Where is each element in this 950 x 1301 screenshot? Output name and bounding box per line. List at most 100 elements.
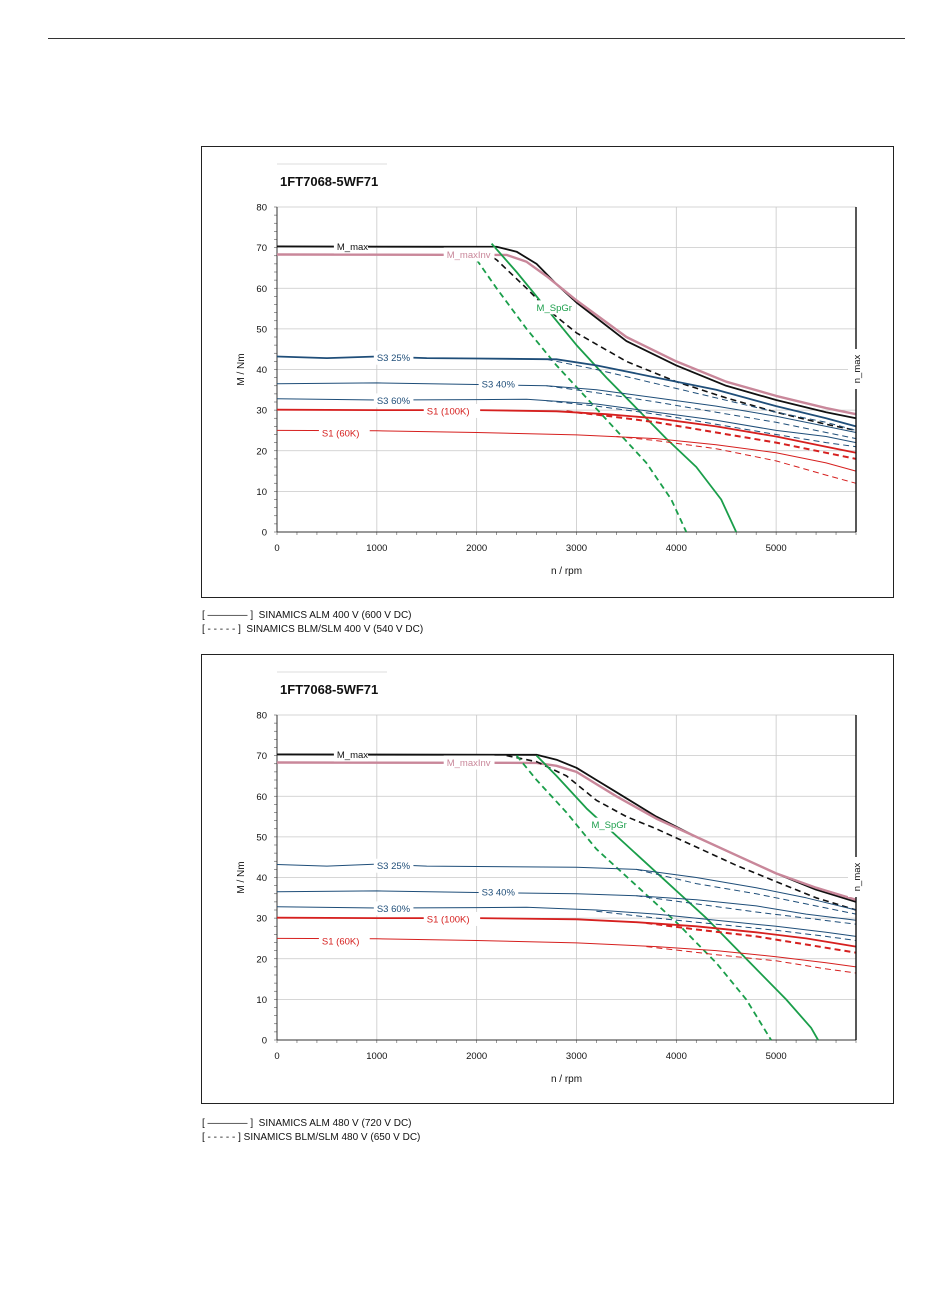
series-label-box xyxy=(423,403,481,418)
y-tick-label: 20 xyxy=(256,954,267,965)
y-tick-label: 80 xyxy=(256,711,267,722)
y-tick-label: 60 xyxy=(256,284,267,295)
x-tick-label: 3000 xyxy=(566,543,587,554)
series-label-text: S3 60% xyxy=(377,396,411,407)
series-label-s3-25: S3 25% xyxy=(373,350,414,365)
x-tick-label: 0 xyxy=(274,1051,279,1062)
torque-chart-1: 1FT7068-5WF71 0 10 20 30 40 50 60 70 80 0 1000 2000 3… xyxy=(201,146,894,598)
series-line-blue-dashed xyxy=(636,868,857,915)
series-label-box xyxy=(373,901,414,916)
legend-item-dashed: [ - - - - - ] SINAMICS BLM/SLM 400 V (54… xyxy=(202,624,424,635)
chart-1-legend: [ ———— ] SINAMICS ALM 400 V (600 V DC) [… xyxy=(202,609,423,637)
series-label-text: S1 (100K) xyxy=(427,914,470,925)
x-tick-label: 2000 xyxy=(466,543,487,554)
series-line-s3-40 xyxy=(276,382,857,433)
n-max-label: n_max xyxy=(848,857,864,897)
series-label-s3-25: S3 25% xyxy=(373,858,414,873)
series-label-text: S3 60% xyxy=(377,904,411,915)
series-line-red-dashed xyxy=(646,946,857,974)
series-line-blue-dashed xyxy=(596,910,857,941)
chart-2-legend: [ ———— ] SINAMICS ALM 480 V (720 V DC) [… xyxy=(202,1117,420,1145)
series-label-box xyxy=(318,425,370,440)
series-line-red-dashed xyxy=(566,410,857,460)
y-tick-label: 40 xyxy=(256,873,267,884)
series-line-s3-60 xyxy=(276,398,857,444)
n-max-label: n_max xyxy=(848,349,864,389)
legend-item-dashed: [ - - - - - ] SINAMICS BLM/SLM 480 V (65… xyxy=(202,1132,421,1143)
series-label-text: S3 40% xyxy=(482,888,516,899)
n-max-label-text: n_max xyxy=(852,354,863,383)
series-label-text: M_max xyxy=(337,242,368,253)
y-tick-label: 20 xyxy=(256,446,267,457)
series-label-box xyxy=(588,817,629,832)
series-label-m-max: M_max xyxy=(333,239,368,254)
series-line-blue-dashed xyxy=(636,895,857,925)
y-axis-label: M / Nm xyxy=(236,861,247,893)
series-line-green-dashed xyxy=(475,259,688,533)
series-label-box xyxy=(373,858,414,873)
series-label-s1-60k: S1 (60K) xyxy=(318,933,370,948)
chart-title: 1FT7068-5WF71 xyxy=(280,174,378,189)
n-max-label-text: n_max xyxy=(852,862,863,891)
series-label-box xyxy=(333,747,368,762)
series-line-green-dashed xyxy=(515,755,772,1041)
x-axis-label: n / rpm xyxy=(551,1074,582,1085)
legend-item-solid: [ ———— ] SINAMICS ALM 480 V (720 V DC) xyxy=(202,1118,412,1129)
y-tick-label: 50 xyxy=(256,324,267,335)
y-tick-label: 40 xyxy=(256,365,267,376)
series-label-box xyxy=(423,911,481,926)
y-tick-label: 30 xyxy=(256,406,267,417)
series-label-m-maxinv: M_maxInv xyxy=(443,247,495,262)
series-label-text: S3 25% xyxy=(377,861,411,872)
series-line-m-maxinv xyxy=(276,253,857,416)
x-axis-label: n / rpm xyxy=(551,566,582,577)
series-line-s3-60 xyxy=(276,906,857,937)
y-tick-label: 50 xyxy=(256,832,267,843)
series-label-box xyxy=(443,247,495,262)
series-label-text: M_SpGr xyxy=(537,303,572,314)
series-line-s3-25 xyxy=(276,863,857,911)
series-line-s1-60k xyxy=(276,937,857,968)
x-tick-label: 4000 xyxy=(666,543,687,554)
series-line-black-dashed xyxy=(476,246,857,432)
series-label-text: M_maxInv xyxy=(447,250,491,261)
y-axis-label: M / Nm xyxy=(236,353,247,385)
series-label-text: M_maxInv xyxy=(447,758,491,769)
series-label-m-maxinv: M_maxInv xyxy=(443,755,495,770)
n-max-label-box xyxy=(848,857,864,897)
series-line-s1-100k xyxy=(276,916,857,948)
series-line-m-max xyxy=(276,245,857,420)
series-line-black-dashed xyxy=(506,754,857,911)
x-tick-label: 5000 xyxy=(766,543,787,554)
series-label-s1-60k: S1 (60K) xyxy=(318,425,370,440)
series-line-s1-60k xyxy=(276,429,857,472)
series-label-text: S1 (60K) xyxy=(322,936,360,947)
series-line-blue-dashed xyxy=(546,385,857,440)
series-label-text: S1 (60K) xyxy=(322,428,360,439)
chart-2-svg: 1FT7068-5WF71 0 10 20 30 40 50 60 70 80 0 1000 2000 3… xyxy=(236,671,864,1085)
n-max-label-box xyxy=(848,349,864,389)
series-line-m-spgr xyxy=(535,754,819,1041)
chart-title: 1FT7068-5WF71 xyxy=(280,682,378,697)
series-line-s3-40 xyxy=(276,890,857,921)
top-rule xyxy=(48,38,905,39)
series-label-box xyxy=(443,755,495,770)
series-label-s3-40: S3 40% xyxy=(478,377,519,392)
series-label-s3-60: S3 60% xyxy=(373,901,414,916)
x-tick-label: 1000 xyxy=(366,543,387,554)
torque-chart-2: 1FT7068-5WF71 0 10 20 30 40 50 60 70 80 0 1000 2000 3… xyxy=(201,654,894,1104)
y-tick-label: 30 xyxy=(256,914,267,925)
y-tick-label: 70 xyxy=(256,751,267,762)
series-line-red-dashed xyxy=(646,922,857,954)
series-label-s3-40: S3 40% xyxy=(478,885,519,900)
x-tick-label: 1000 xyxy=(366,1051,387,1062)
x-tick-label: 5000 xyxy=(766,1051,787,1062)
series-label-box xyxy=(533,300,574,315)
series-label-text: S1 (100K) xyxy=(427,406,470,417)
y-tick-label: 70 xyxy=(256,243,267,254)
series-label-box xyxy=(478,377,519,392)
x-tick-label: 4000 xyxy=(666,1051,687,1062)
y-tick-label: 10 xyxy=(256,487,267,498)
series-label-box xyxy=(318,933,370,948)
series-label-s1-100k: S1 (100K) xyxy=(423,911,481,926)
